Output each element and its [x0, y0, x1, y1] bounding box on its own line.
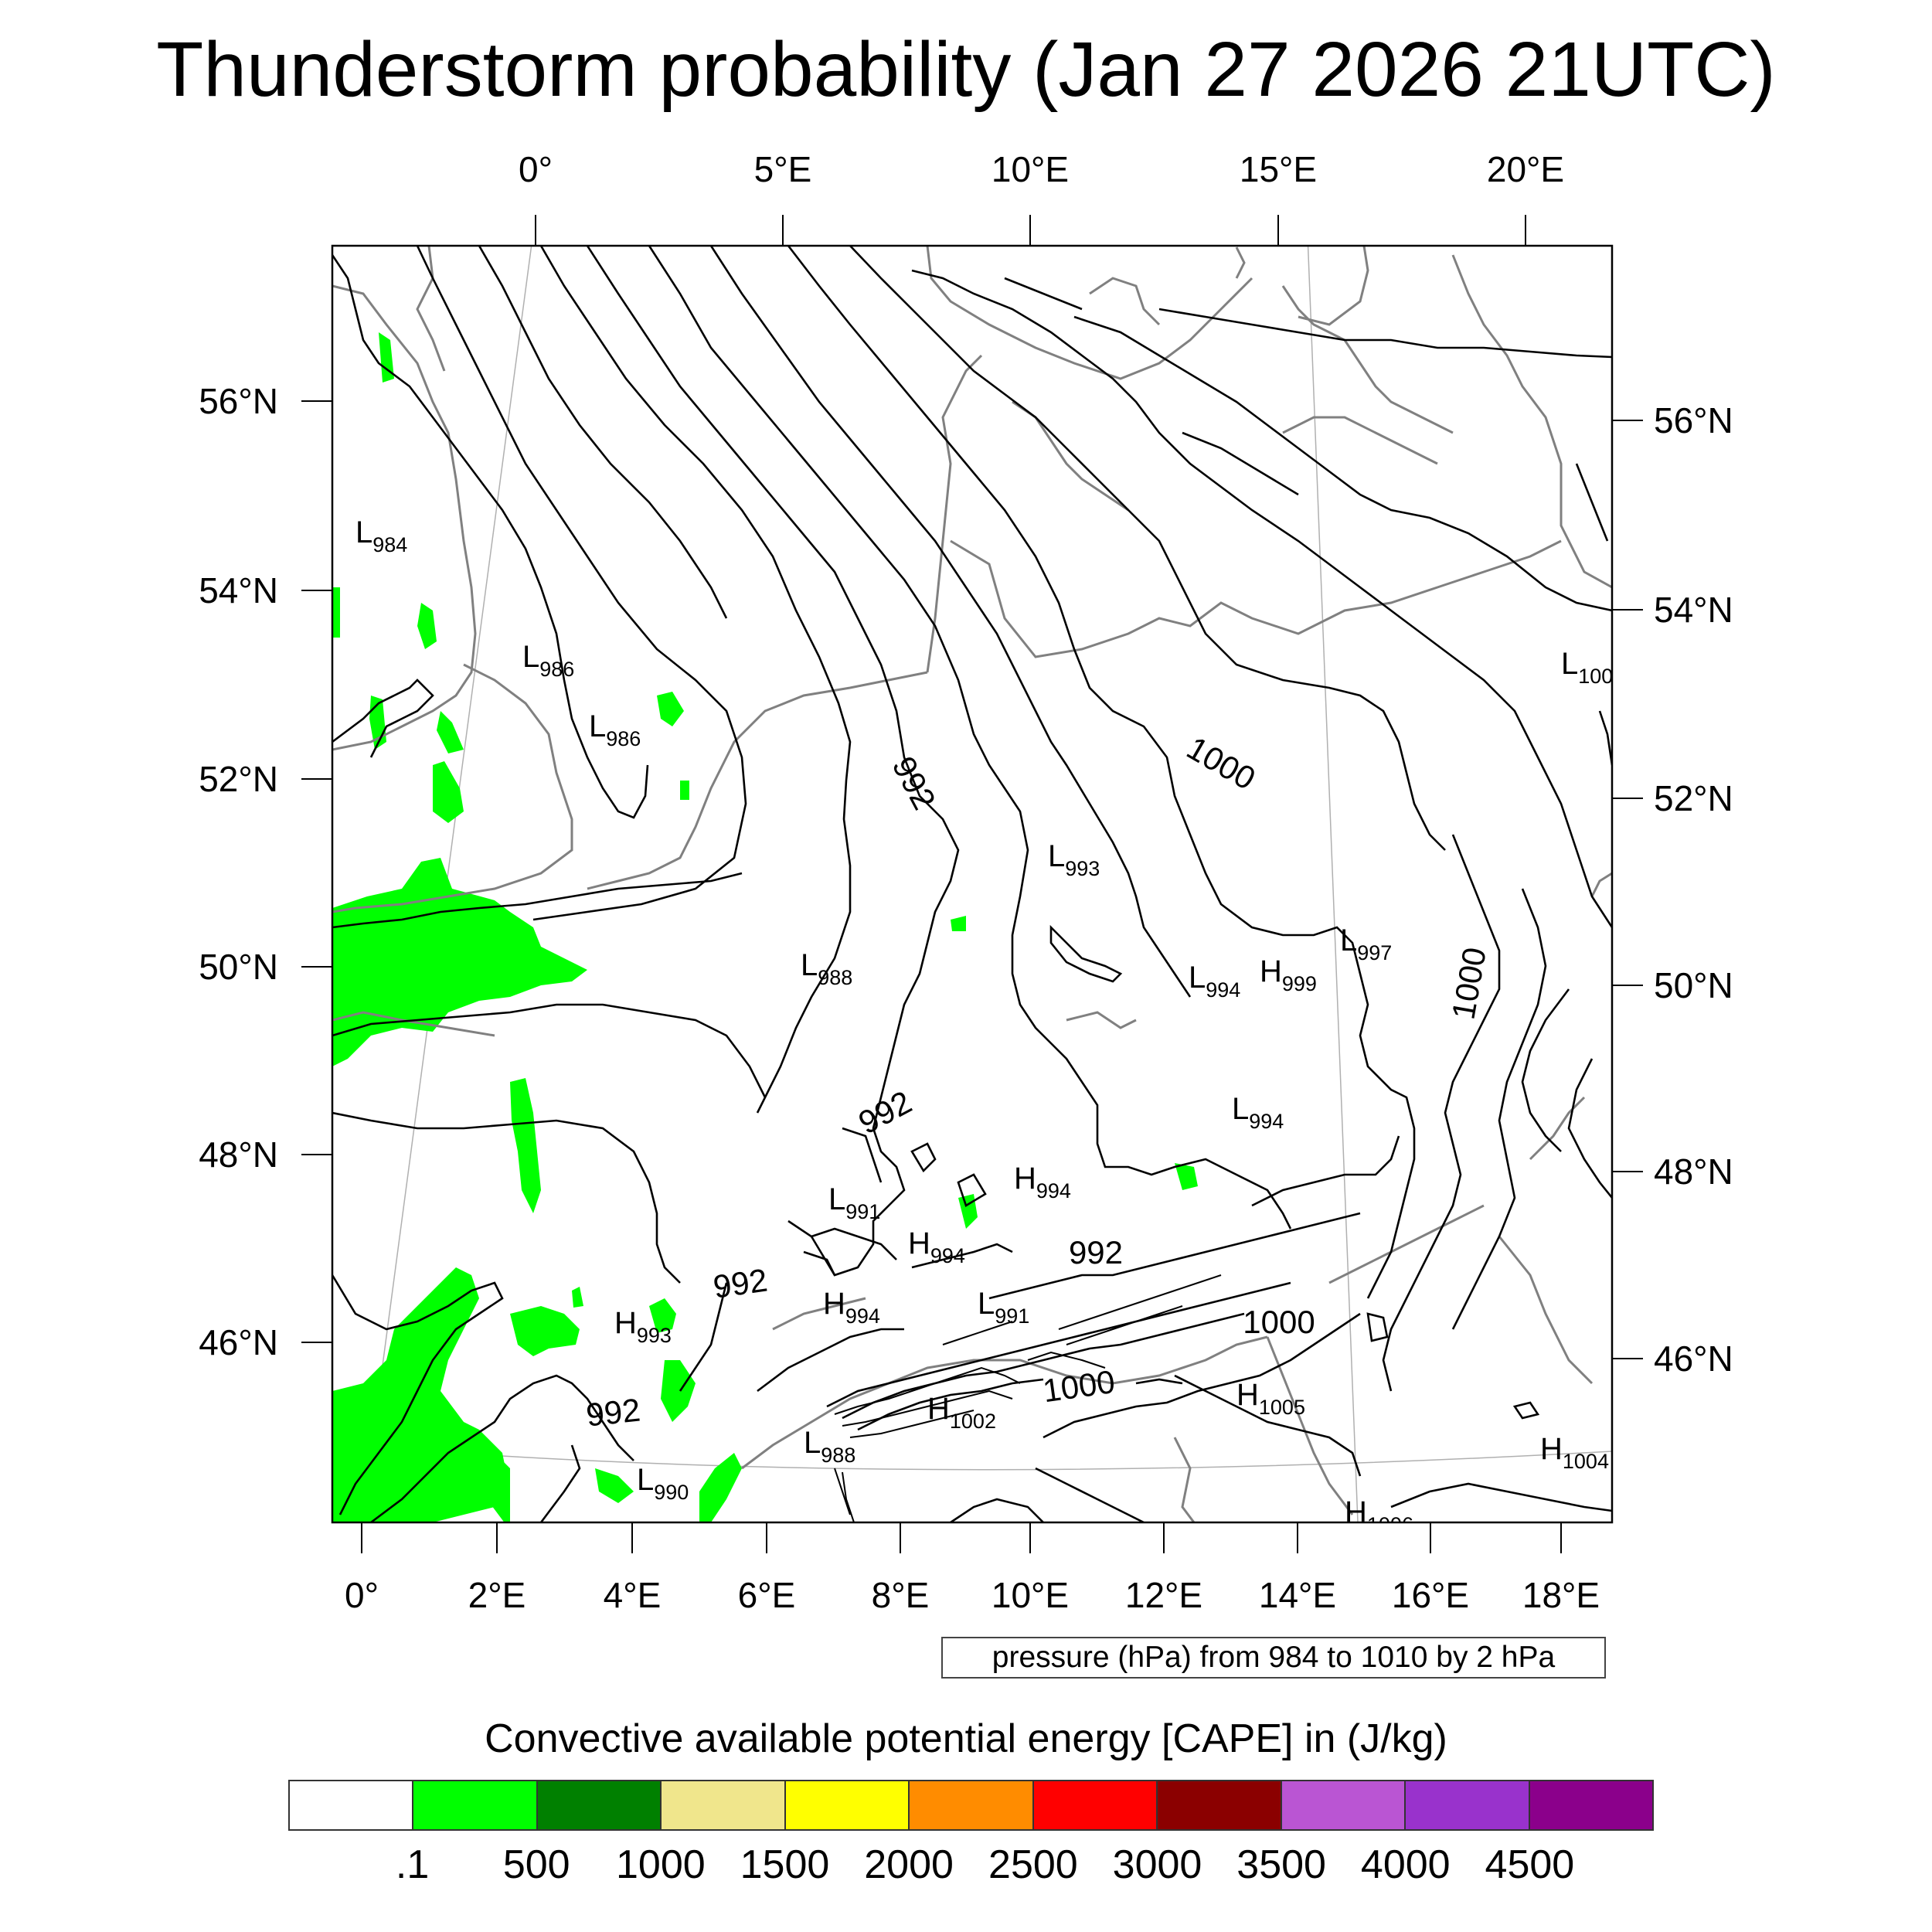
pressure-centers: L984 L986 L986 L993 L988 L994 H999 L997 …	[355, 515, 1613, 1536]
left-lat-label: 52°N	[199, 759, 278, 799]
colorbar-label: 2500	[988, 1842, 1078, 1887]
top-lon-label: 0°	[519, 149, 553, 189]
contour-value-label: 992	[886, 750, 943, 815]
bottom-lon-label: 18°E	[1522, 1575, 1600, 1615]
colorbar-label: 500	[502, 1842, 570, 1887]
contour-value-label: 992	[711, 1261, 770, 1304]
colorbar-box	[1158, 1781, 1282, 1829]
colorbar-label: 3000	[1112, 1842, 1202, 1887]
right-lat-labels: 56°N 54°N 52°N 50°N 48°N 46°N	[1654, 400, 1733, 1379]
right-lat-label: 54°N	[1654, 590, 1733, 630]
bottom-lon-label: 4°E	[604, 1575, 662, 1615]
colorbar-label: 1000	[616, 1842, 706, 1887]
colorbar-box	[1281, 1781, 1406, 1829]
pressure-center: L986	[589, 709, 641, 750]
pressure-center: H994	[823, 1287, 880, 1328]
right-lat-label: 56°N	[1654, 400, 1733, 440]
pressure-center: L990	[637, 1463, 689, 1504]
cape-shading	[332, 332, 1198, 1522]
right-lat-label: 50°N	[1654, 965, 1733, 1005]
pressure-center: L991	[828, 1182, 880, 1223]
colorbar-box	[785, 1781, 910, 1829]
pressure-center: L100	[1561, 647, 1613, 688]
colorbar-label: 2000	[864, 1842, 954, 1887]
pressure-center: L984	[355, 515, 407, 556]
pressure-center: L991	[978, 1287, 1029, 1328]
pressure-center: L986	[522, 640, 574, 681]
colorbar-labels: .1 500 1000 1500 2000 2500 3000 3500 400…	[288, 1838, 1654, 1892]
colorbar-box	[413, 1781, 538, 1829]
left-lat-label: 48°N	[199, 1134, 278, 1175]
bottom-lon-label: 10°E	[992, 1575, 1069, 1615]
pressure-center: H999	[1260, 954, 1317, 995]
bottom-lon-label: 8°E	[872, 1575, 930, 1615]
left-lat-labels: 56°N 54°N 52°N 50°N 48°N 46°N	[199, 381, 278, 1362]
coastlines	[332, 246, 1612, 1522]
isobars	[332, 246, 1612, 1522]
contour-value-label: 1000	[1444, 944, 1493, 1022]
alpine-contours	[834, 1274, 1222, 1522]
contour-value-label: 992	[1069, 1234, 1123, 1270]
pressure-center: L997	[1340, 923, 1392, 964]
colorbar-label: 3500	[1236, 1842, 1326, 1887]
right-lat-label: 48°N	[1654, 1151, 1733, 1192]
contour-value-label: 992	[584, 1392, 642, 1434]
pressure-center: H994	[1014, 1162, 1071, 1202]
colorbar-box	[537, 1781, 662, 1829]
top-lon-label: 15°E	[1240, 149, 1317, 189]
pressure-center: H1005	[1236, 1378, 1305, 1419]
map-frame	[331, 244, 1614, 1524]
colorbar	[288, 1780, 1654, 1831]
bottom-lon-label: 12°E	[1125, 1575, 1202, 1615]
right-lat-label: 46°N	[1654, 1338, 1733, 1379]
pressure-center: L994	[1189, 961, 1240, 1002]
bottom-lon-label: 16°E	[1392, 1575, 1469, 1615]
graticule	[332, 246, 1612, 1522]
contour-value-label: 1000	[1243, 1304, 1315, 1340]
left-lat-label: 56°N	[199, 381, 278, 421]
right-lat-label: 52°N	[1654, 778, 1733, 818]
pressure-center: L993	[1048, 839, 1100, 880]
pressure-center: H994	[908, 1226, 965, 1267]
pressure-center: L988	[804, 1426, 855, 1467]
colorbar-label: 4500	[1485, 1842, 1575, 1887]
bottom-lon-labels: 0° 2°E 4°E 6°E 8°E 10°E 12°E 14°E 16°E 1…	[345, 1575, 1600, 1615]
colorbar-label: 1500	[740, 1842, 830, 1887]
colorbar-box	[1033, 1781, 1158, 1829]
bottom-lon-label: 2°E	[468, 1575, 526, 1615]
left-lat-label: 46°N	[199, 1322, 278, 1362]
top-lon-label: 5°E	[754, 149, 812, 189]
bottom-lon-label: 14°E	[1259, 1575, 1336, 1615]
left-lat-label: 54°N	[199, 570, 278, 611]
colorbar-label: 4000	[1360, 1842, 1451, 1887]
pressure-center: H1002	[927, 1392, 996, 1433]
axis-ticks	[301, 215, 1643, 1553]
colorbar-box	[1406, 1781, 1530, 1829]
colorbar-box	[1529, 1781, 1652, 1829]
colorbar-box	[910, 1781, 1034, 1829]
colorbar-box	[662, 1781, 786, 1829]
top-lon-labels: 0° 5°E 10°E 15°E 20°E	[519, 149, 1564, 189]
contour-value-label: 1000	[1181, 730, 1261, 797]
contour-value-labels: 992 992 992 992 992 1000 1000 1000 1000	[584, 730, 1493, 1434]
pressure-center: L988	[801, 948, 852, 989]
pressure-center: H993	[614, 1306, 672, 1347]
pressure-center: H1004	[1540, 1432, 1609, 1473]
contour-info-box: pressure (hPa) from 984 to 1010 by 2 hPa	[941, 1637, 1606, 1679]
colorbar-box	[290, 1781, 414, 1829]
contour-value-label: 992	[852, 1083, 917, 1141]
bottom-lon-label: 0°	[345, 1575, 379, 1615]
pressure-center: H1006	[1345, 1495, 1413, 1536]
pressure-center: L994	[1232, 1092, 1284, 1133]
bottom-lon-label: 6°E	[738, 1575, 796, 1615]
left-lat-label: 50°N	[199, 947, 278, 987]
colorbar-label: .1	[395, 1842, 430, 1887]
map-title: Thunderstorm probability (Jan 27 2026 21…	[156, 26, 1776, 113]
colorbar-title: Convective available potential energy [C…	[485, 1716, 1447, 1761]
top-lon-label: 20°E	[1487, 149, 1564, 189]
top-lon-label: 10°E	[992, 149, 1069, 189]
